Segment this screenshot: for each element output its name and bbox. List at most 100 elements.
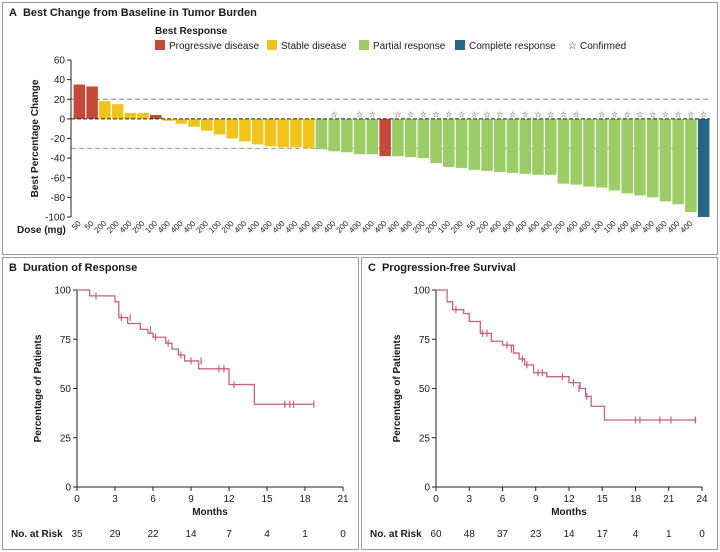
pfs-y-tick-label: 100 xyxy=(413,286,430,297)
confirmed-star-44: ☆ xyxy=(624,110,631,119)
legend-title: Best Response xyxy=(155,26,228,37)
dor-x-axis-title: Months xyxy=(192,507,228,518)
y-tick-label: 20 xyxy=(54,95,66,106)
bar-33 xyxy=(481,118,493,171)
bar-39 xyxy=(557,118,570,184)
bar-32 xyxy=(468,118,481,170)
bar-7 xyxy=(150,114,162,119)
dor-at-risk-value-5: 7 xyxy=(226,529,232,540)
pfs-at-risk-value-4: 23 xyxy=(530,529,542,540)
confirmed-star-30: ☆ xyxy=(445,110,452,119)
bar-43 xyxy=(608,118,621,191)
panel-c-title-text: Progression-free Survival xyxy=(381,262,516,274)
dor-at-risk-value-6: 4 xyxy=(264,529,270,540)
confirmed-star-32: ☆ xyxy=(471,110,478,119)
pfs-at-risk-value-1: 60 xyxy=(430,529,442,540)
bar-16 xyxy=(264,118,277,147)
bar-48 xyxy=(672,118,684,205)
pfs-km-curve xyxy=(436,289,697,421)
dor-at-risk-value-8: 0 xyxy=(340,529,346,540)
confirmed-star-31: ☆ xyxy=(458,110,465,119)
bar-40 xyxy=(570,118,582,185)
dor-y-axis-title: Percentage of Patients xyxy=(33,334,44,442)
y-tick-label: -60 xyxy=(51,173,66,184)
confirmed-star-39: ☆ xyxy=(560,110,567,119)
confirmed-star-50: ☆ xyxy=(700,110,707,119)
dor-x-tick-label: 3 xyxy=(112,494,118,505)
bar-28 xyxy=(417,118,430,159)
dor-y-tick-label: 50 xyxy=(60,384,72,395)
bar-44 xyxy=(621,118,633,194)
bar-42 xyxy=(595,118,608,188)
y-axis-title: Best Percentage Change xyxy=(30,79,41,197)
x-axis-title: Dose (mg) xyxy=(17,225,66,236)
confirmed-star-23: ☆ xyxy=(356,110,363,119)
duration-km-chart: 0 25 50 75 100 0 3 6 9 12 15 18 21 Months Percentage o… xyxy=(11,286,349,541)
y-tick-label: 0 xyxy=(59,114,65,125)
panel-b-duration: B Duration of Response 0 25 50 75 100 0 3 6 9 12 15… xyxy=(2,257,359,550)
confirmed-star-49: ☆ xyxy=(687,110,694,119)
bar-2 xyxy=(86,86,98,119)
confirmed-star-27: ☆ xyxy=(407,110,414,119)
bar-15 xyxy=(251,118,264,145)
bar-41 xyxy=(583,118,595,187)
confirmed-star-42: ☆ xyxy=(598,110,605,119)
dor-x-tick-label: 18 xyxy=(299,494,311,505)
dor-y-tick-label: 0 xyxy=(65,483,71,494)
legend-label-progressive: Progressive disease xyxy=(169,41,259,52)
pfs-y-tick-label: 0 xyxy=(424,483,430,494)
confirmed-star-45: ☆ xyxy=(636,110,643,119)
bar-49 xyxy=(685,118,697,213)
panel-a-waterfall: A Best Change from Baseline in Tumor Burd… xyxy=(2,2,718,255)
bar-34 xyxy=(494,118,506,172)
bar-24 xyxy=(366,118,379,155)
pfs-at-risk-value-2: 48 xyxy=(464,529,476,540)
pfs-y-tick-label: 25 xyxy=(419,433,431,444)
confirmed-star-48: ☆ xyxy=(675,110,682,119)
bar-21 xyxy=(328,118,340,152)
dor-y-tick-label: 100 xyxy=(54,286,71,297)
panel-c-letter: C xyxy=(368,262,376,274)
y-tick-label: 40 xyxy=(54,75,66,86)
dor-at-risk-value-4: 14 xyxy=(185,529,197,540)
dor-x-tick-label: 9 xyxy=(188,494,194,505)
bar-20 xyxy=(315,118,328,150)
dor-at-risk-value-2: 29 xyxy=(109,529,121,540)
dor-x-tick-label: 0 xyxy=(74,494,80,505)
panel-a-title-text: Best Change from Baseline in Tumor Burde… xyxy=(22,7,257,19)
bar-47 xyxy=(659,118,672,202)
y-tick-label: -20 xyxy=(51,134,66,145)
confirmed-star-24: ☆ xyxy=(369,110,376,119)
bar-12 xyxy=(213,118,226,135)
pfs-x-tick-label: 0 xyxy=(433,494,439,505)
confirmed-star-43: ☆ xyxy=(611,110,618,119)
pfs-x-tick-label: 6 xyxy=(500,494,506,505)
pfs-at-risk-value-3: 37 xyxy=(497,529,509,540)
confirmed-star-40: ☆ xyxy=(573,110,580,119)
bar-31 xyxy=(455,118,468,168)
bar-3 xyxy=(99,101,111,119)
confirmed-star-47: ☆ xyxy=(662,110,669,119)
bar-38 xyxy=(544,118,557,175)
y-tick-label: -40 xyxy=(51,154,66,165)
y-tick-label: 60 xyxy=(54,56,66,67)
dor-x-tick-label: 15 xyxy=(261,494,273,505)
panel-c-pfs: C Progression-free Survival 0 25 50 75 100 0 3 6… xyxy=(361,257,718,550)
bar-6 xyxy=(137,112,149,119)
confirmed-star-36: ☆ xyxy=(522,110,529,119)
bar-11 xyxy=(201,118,213,131)
legend-confirmed-symbol: ☆ xyxy=(568,41,577,52)
dose-label-31: 200 xyxy=(449,219,465,235)
panel-c-title: C Progression-free Survival xyxy=(368,262,516,274)
bar-17 xyxy=(277,118,289,148)
y-tick-label: -80 xyxy=(51,193,66,204)
bar-25 xyxy=(379,118,391,157)
confirmed-star-38: ☆ xyxy=(547,110,554,119)
panel-b-letter: B xyxy=(9,262,17,274)
bar-45 xyxy=(634,118,646,196)
panel-a-letter: A xyxy=(9,7,17,19)
bar-35 xyxy=(506,118,519,173)
pfs-at-risk-value-8: 1 xyxy=(666,529,672,540)
confirmed-star-33: ☆ xyxy=(483,110,490,119)
dor-y-tick-label: 25 xyxy=(60,433,72,444)
